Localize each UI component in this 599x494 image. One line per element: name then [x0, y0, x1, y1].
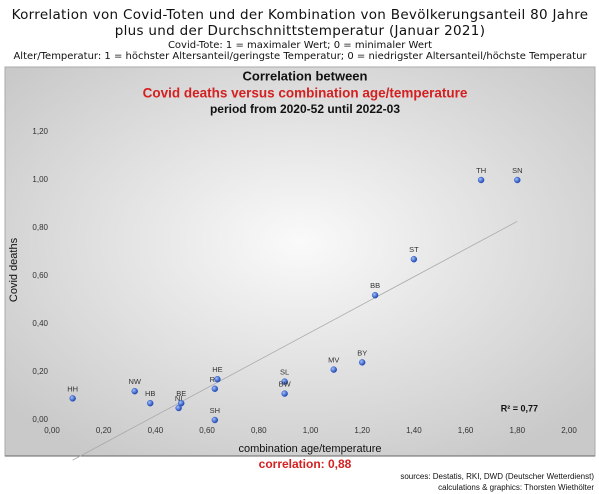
point-label: SL [280, 368, 289, 377]
x-tick-label: 1,60 [458, 426, 474, 435]
header-line: plus und der Durchschnittstemperatur (Ja… [115, 23, 486, 39]
point-label: BW [279, 380, 292, 389]
point-label: TH [476, 166, 486, 175]
x-tick-label: 0,00 [44, 426, 60, 435]
y-tick-label: 1,20 [32, 127, 48, 136]
y-tick-label: 0,00 [32, 415, 48, 424]
header-line: Korrelation von Covid-Toten und der Komb… [12, 7, 589, 23]
point-label: MV [328, 356, 339, 365]
x-tick-label: 1,40 [406, 426, 422, 435]
point [131, 388, 138, 395]
period: period from 2020-52 until 2022-03 [210, 102, 400, 116]
x-tick-label: 0,80 [251, 426, 267, 435]
x-tick-label: 1,80 [510, 426, 526, 435]
point-label: NI [175, 394, 183, 403]
point-label: HE [212, 365, 222, 374]
point [371, 292, 379, 299]
point-label: BY [357, 348, 367, 357]
x-tick-label: 2,00 [561, 426, 577, 435]
note-line: Covid-Tote: 1 = maximaler Wert; 0 = mini… [168, 40, 432, 51]
point [281, 378, 288, 385]
point [410, 256, 418, 263]
point-label: NW [128, 377, 141, 386]
point-label: SH [210, 406, 220, 415]
note-line: Alter/Temperatur: 1 = höchster Altersant… [13, 51, 587, 62]
point-label: BE [176, 389, 186, 398]
trendline [72, 220, 518, 461]
y-tick-label: 1,00 [32, 175, 48, 184]
point [514, 176, 521, 184]
point [178, 400, 185, 407]
title: Correlation between [243, 68, 368, 83]
x-tick-label: 0,40 [148, 426, 164, 435]
point-label: SN [512, 166, 522, 175]
plot-panel [4, 66, 596, 457]
y-axis-label: Covid deaths [8, 237, 20, 302]
x-tick-label: 1,20 [354, 426, 370, 435]
y-tick-label: 0,20 [32, 367, 48, 376]
source-line: sources: Destatis, RKI, DWD (Deutscher W… [400, 472, 594, 481]
source-line: calculations & graphics: Thorsten Wiethö… [438, 483, 594, 492]
point [147, 400, 154, 407]
point-label: HB [145, 389, 155, 398]
point [477, 176, 485, 184]
y-tick-label: 0,60 [32, 271, 48, 280]
point-label: BB [370, 281, 380, 290]
subtitle: Covid deaths versus combination age/temp… [143, 86, 468, 101]
point-label: ST [409, 245, 419, 254]
point [281, 390, 288, 397]
point [69, 395, 76, 402]
point [214, 376, 221, 383]
x-axis-label: combination age/temperature [238, 443, 381, 455]
point [359, 359, 366, 366]
y-tick-label: 0,40 [32, 319, 48, 328]
x-tick-label: 1,00 [303, 426, 319, 435]
point [211, 416, 219, 424]
point [211, 385, 219, 392]
point-label: HH [67, 384, 78, 393]
point [330, 366, 337, 373]
correlation: correlation: 0,88 [259, 457, 352, 471]
r-squared: R² = 0,77 [501, 403, 538, 413]
x-tick-label: 0,60 [199, 426, 215, 435]
x-tick-label: 0,20 [96, 426, 112, 435]
y-tick-label: 0,80 [32, 223, 48, 232]
